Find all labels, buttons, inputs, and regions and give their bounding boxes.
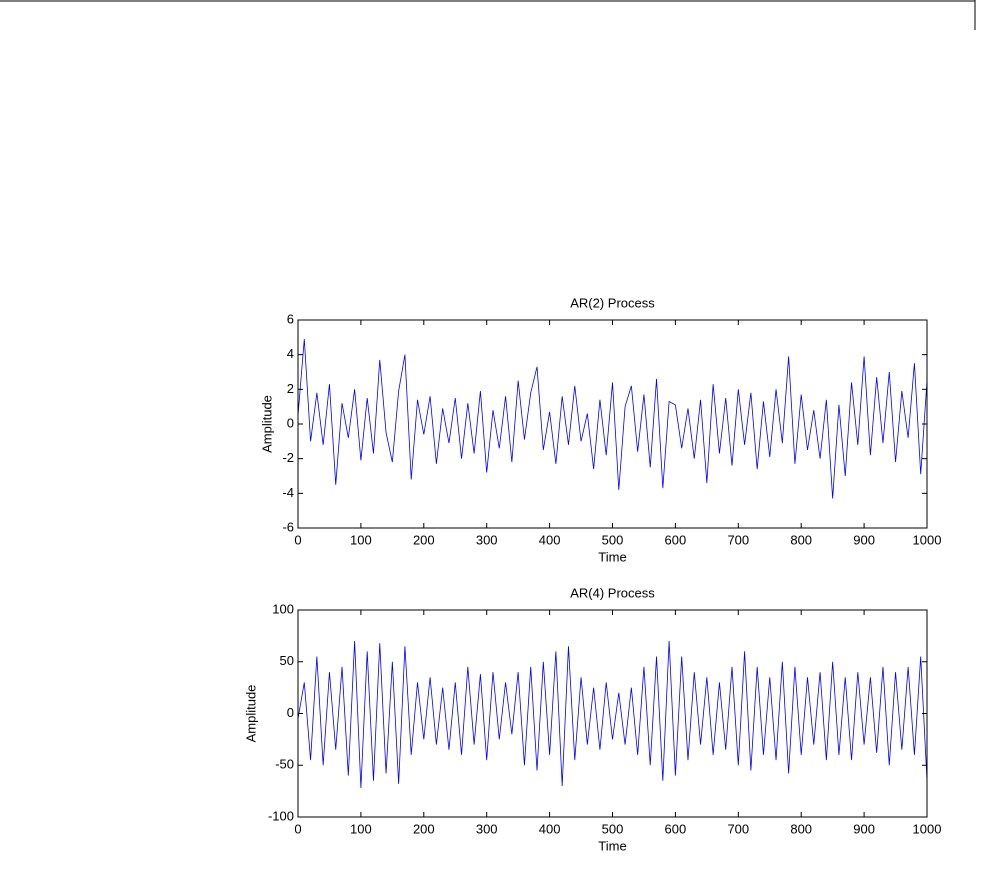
- y-tick-label: -50: [275, 757, 294, 772]
- y-tick-label: -100: [268, 808, 294, 823]
- y-tick-label: 0: [287, 415, 294, 430]
- plot-area: [298, 610, 927, 817]
- x-tick-label: 500: [602, 821, 624, 836]
- chart-title: AR(4) Process: [570, 585, 655, 600]
- x-tick-label: 600: [665, 821, 687, 836]
- y-tick-label: 100: [272, 601, 294, 616]
- x-tick-label: 900: [853, 821, 875, 836]
- y-tick-label: 50: [280, 653, 294, 668]
- plot-area: [298, 320, 927, 528]
- y-tick-label: -6: [282, 519, 294, 534]
- y-tick-label: -4: [282, 485, 294, 500]
- x-axis-label: Time: [598, 549, 626, 564]
- x-tick-label: 300: [476, 821, 498, 836]
- x-tick-label: 900: [853, 532, 875, 547]
- x-tick-label: 700: [727, 532, 749, 547]
- x-tick-label: 100: [350, 821, 372, 836]
- x-tick-label: 600: [665, 532, 687, 547]
- y-tick-label: 6: [287, 311, 294, 326]
- x-tick-label: 700: [727, 821, 749, 836]
- x-tick-label: 300: [476, 532, 498, 547]
- x-tick-label: 800: [790, 821, 812, 836]
- y-tick-label: -2: [282, 450, 294, 465]
- x-tick-label: 800: [790, 532, 812, 547]
- y-axis-label: Amplitude: [243, 685, 258, 743]
- x-tick-label: 200: [413, 821, 435, 836]
- x-tick-label: 0: [294, 532, 301, 547]
- x-tick-label: 400: [539, 532, 561, 547]
- y-axis-label: Amplitude: [259, 395, 274, 453]
- x-axis-label: Time: [598, 838, 626, 853]
- y-tick-label: 2: [287, 381, 294, 396]
- data-line: [297, 641, 928, 789]
- x-tick-label: 200: [413, 532, 435, 547]
- x-tick-label: 100: [350, 532, 372, 547]
- x-tick-label: 500: [602, 532, 624, 547]
- data-line: [297, 339, 928, 499]
- x-tick-label: 0: [294, 821, 301, 836]
- x-tick-label: 400: [539, 821, 561, 836]
- x-tick-label: 1000: [913, 532, 942, 547]
- chart-title: AR(2) Process: [570, 295, 655, 310]
- y-tick-label: 0: [287, 705, 294, 720]
- y-tick-label: 4: [287, 346, 294, 361]
- x-tick-label: 1000: [913, 821, 942, 836]
